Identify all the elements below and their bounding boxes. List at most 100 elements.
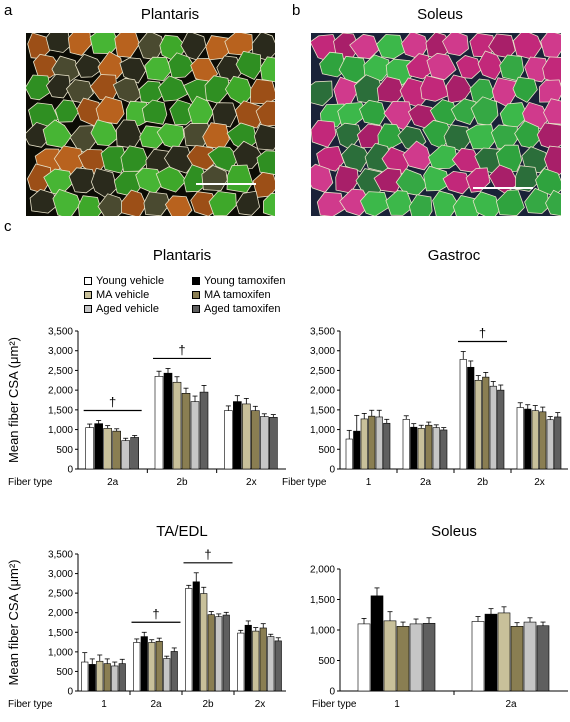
bar bbox=[163, 372, 173, 470]
bar bbox=[199, 391, 209, 470]
bar bbox=[482, 376, 490, 470]
bar bbox=[140, 636, 148, 692]
bar bbox=[130, 437, 139, 470]
bar bbox=[497, 612, 511, 692]
soleus-fiber bbox=[402, 140, 432, 171]
soleus-fiber bbox=[311, 80, 333, 107]
x-tick-label: 2a bbox=[150, 699, 162, 710]
plantaris-fiber bbox=[45, 73, 71, 99]
bar bbox=[383, 422, 391, 470]
plantaris-fiber bbox=[190, 191, 219, 216]
soleus-fiber bbox=[385, 190, 414, 216]
plantaris-fiber bbox=[121, 189, 147, 216]
bar bbox=[111, 665, 119, 692]
plantaris-fiber bbox=[235, 190, 261, 216]
soleus-fiber bbox=[538, 79, 561, 103]
y-tick-label: 1,000 bbox=[48, 647, 73, 658]
soleus-fiber bbox=[408, 194, 433, 216]
bar bbox=[170, 651, 178, 692]
y-tick-label: 1,000 bbox=[310, 425, 335, 436]
legend-label: Aged vehicle bbox=[96, 303, 159, 315]
x-axis-label: Fiber type bbox=[312, 699, 357, 710]
bar bbox=[523, 621, 537, 692]
legend-swatch bbox=[192, 277, 200, 285]
bar bbox=[96, 660, 104, 692]
soleus-fiber bbox=[420, 75, 450, 102]
bar bbox=[233, 401, 242, 470]
legend-label: MA tamoxifen bbox=[204, 289, 271, 301]
bar bbox=[357, 623, 371, 692]
y-tick-label: 3,000 bbox=[48, 569, 73, 580]
plantaris-fiber bbox=[208, 190, 237, 216]
y-tick-label: 2,500 bbox=[310, 366, 335, 377]
soleus-fiber bbox=[339, 188, 372, 216]
soleus-fiber bbox=[515, 165, 540, 192]
legend-item-ma-vehicle: MA vehicle bbox=[84, 289, 149, 301]
bar bbox=[516, 407, 524, 470]
bar bbox=[368, 415, 376, 470]
bar bbox=[402, 419, 410, 470]
plantaris-fiber bbox=[235, 50, 262, 81]
plantaris-fiber bbox=[89, 74, 118, 103]
bar bbox=[237, 632, 245, 692]
bar bbox=[163, 658, 171, 692]
bar bbox=[345, 438, 353, 470]
bar bbox=[417, 428, 425, 470]
y-tick-label: 3,000 bbox=[310, 346, 335, 357]
legend-item-aged-vehicle: Aged vehicle bbox=[84, 303, 159, 315]
bar bbox=[546, 419, 554, 470]
soleus-fiber bbox=[465, 167, 491, 193]
legend-item-ma-tamoxifen: MA tamoxifen bbox=[192, 289, 271, 301]
soleus-fiber bbox=[545, 189, 561, 216]
plantaris-fiber bbox=[68, 167, 98, 194]
panel-label-b: b bbox=[292, 2, 301, 19]
soleus-fiber bbox=[442, 170, 472, 195]
bar bbox=[510, 626, 524, 692]
bar bbox=[274, 640, 282, 692]
bar bbox=[252, 630, 260, 692]
plantaris-fiber bbox=[97, 193, 127, 216]
bar bbox=[148, 642, 156, 692]
y-tick-label: 3,500 bbox=[310, 327, 335, 338]
bar bbox=[88, 664, 96, 692]
x-tick-label: 2a bbox=[107, 477, 119, 488]
bar bbox=[112, 430, 121, 470]
plantaris-fiber bbox=[259, 56, 275, 83]
bar bbox=[133, 642, 141, 692]
y-tick-label: 0 bbox=[67, 465, 73, 476]
bar bbox=[259, 627, 267, 692]
y-tick-label: 2,000 bbox=[48, 608, 73, 619]
x-axis-label: Fiber type bbox=[8, 477, 53, 488]
bar bbox=[260, 416, 269, 470]
plantaris-fiber bbox=[90, 167, 118, 199]
plantaris-fiber bbox=[232, 140, 264, 170]
chart-title: Gastroc bbox=[428, 247, 481, 264]
plantaris-fiber bbox=[54, 99, 79, 123]
bar bbox=[85, 427, 94, 470]
bar bbox=[484, 613, 498, 692]
bar bbox=[383, 620, 397, 692]
legend-swatch bbox=[192, 305, 200, 313]
soleus-fiber bbox=[316, 191, 346, 216]
plantaris-micrograph bbox=[26, 33, 275, 216]
soleus-fiber bbox=[359, 99, 387, 126]
y-axis-label: Mean fiber CSA (μm²) bbox=[6, 337, 21, 463]
soleus-fiber bbox=[335, 165, 360, 194]
bar bbox=[471, 621, 485, 692]
plantaris-fiber bbox=[114, 33, 140, 58]
plantaris-fiber bbox=[97, 51, 124, 81]
soleus-fiber bbox=[512, 33, 543, 60]
bar bbox=[244, 624, 252, 692]
soleus-fiber bbox=[363, 54, 390, 82]
plantaris-fiber bbox=[29, 188, 59, 214]
y-tick-label: 1,500 bbox=[310, 595, 335, 606]
plantaris-fiber bbox=[90, 119, 120, 147]
x-tick-label: 2a bbox=[505, 699, 517, 710]
chart-title: TA/EDL bbox=[156, 523, 207, 540]
soleus-fiber bbox=[349, 33, 380, 60]
bar bbox=[370, 595, 384, 692]
x-tick-label: 2b bbox=[176, 477, 188, 488]
y-tick-label: 500 bbox=[56, 667, 73, 678]
plantaris-fiber bbox=[141, 99, 168, 125]
bar bbox=[409, 623, 423, 692]
